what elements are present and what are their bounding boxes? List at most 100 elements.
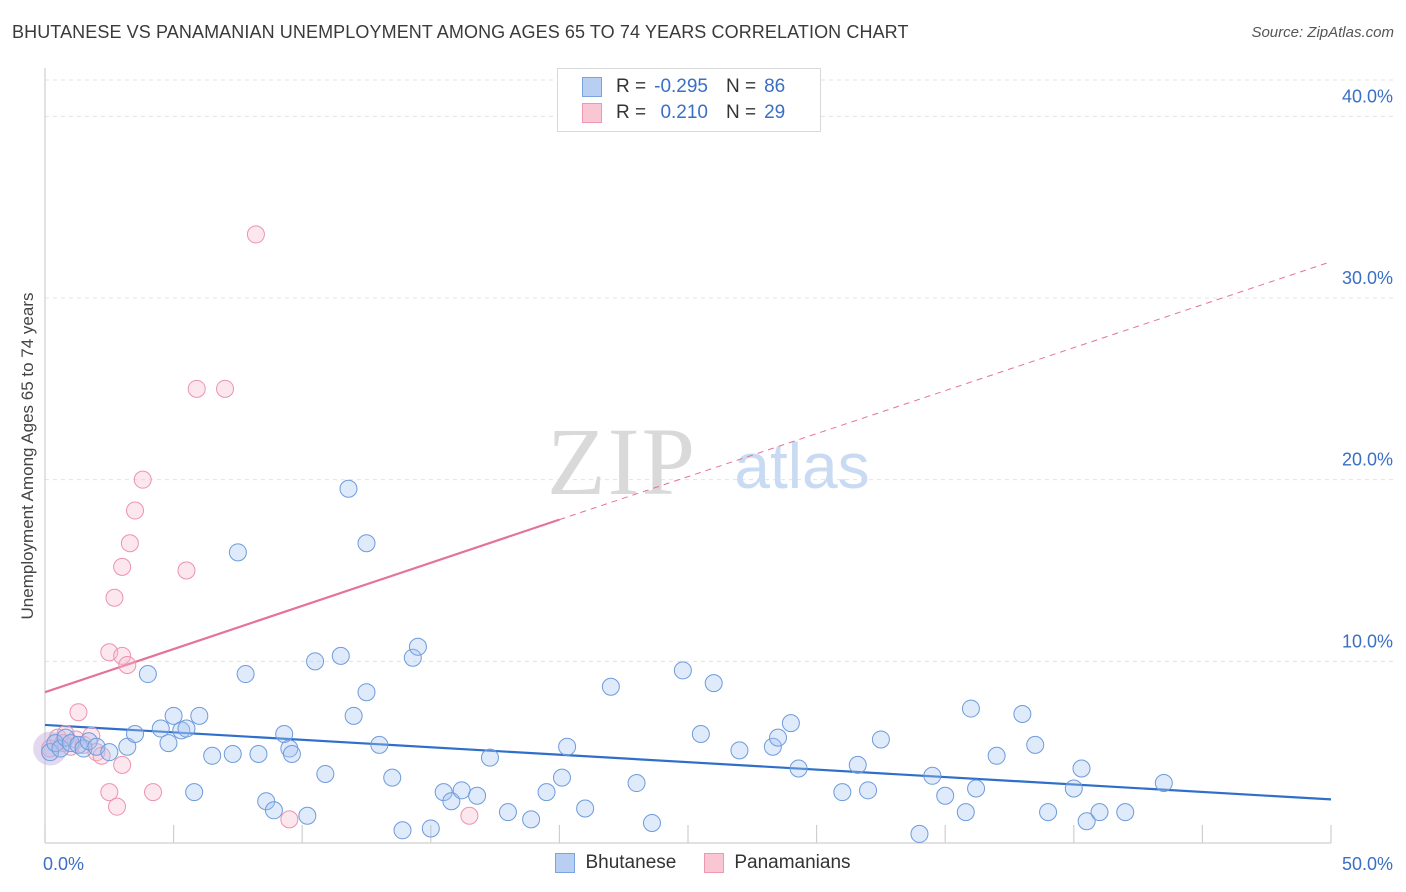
legend-n-value-bhutanese: 86: [764, 76, 786, 97]
bhutanese-point: [848, 755, 867, 774]
bhutanese-point: [339, 479, 358, 498]
bhutanese-point: [316, 764, 335, 783]
legend-row-bhutanese: R = -0.295 N = 86: [582, 75, 785, 99]
panamanians-point: [105, 588, 124, 607]
bhutanese-point: [1077, 812, 1096, 831]
panamanians-point: [460, 806, 479, 825]
bhutanese-point: [344, 706, 363, 725]
bhutanese-point: [537, 783, 556, 802]
bhutanese-point: [480, 748, 499, 767]
bhutanese-point: [601, 677, 620, 696]
bhutanese-point: [871, 730, 890, 749]
bhutanese-point: [859, 781, 878, 800]
source-label: Source: ZipAtlas.com: [1251, 24, 1394, 41]
bhutanese-point: [673, 661, 692, 680]
bhutanese-point: [228, 543, 247, 562]
bhutanese-point: [331, 646, 350, 665]
legend-n-value-panamanians: 29: [764, 102, 786, 123]
gridlines: [45, 79, 1395, 662]
bhutanese-point: [126, 725, 145, 743]
legend-r-label: R =: [616, 102, 647, 123]
bhutanese-point: [282, 744, 301, 763]
bhutanese-point: [298, 806, 317, 825]
bhutanese-point: [956, 803, 975, 822]
bhutanese-point: [138, 665, 157, 684]
panamanians-point: [108, 797, 127, 816]
bhutanese-point: [236, 665, 255, 684]
bhutanese-point: [357, 683, 376, 702]
bhutanese-point: [1064, 779, 1083, 798]
bhutanese-point: [100, 743, 119, 762]
bhutanese-point: [357, 534, 376, 553]
panamanians-point: [177, 561, 196, 580]
bhutanese-point: [69, 735, 88, 754]
legend-swatch-bhutanese: [555, 853, 576, 873]
bhutanese-point: [967, 779, 986, 798]
panamanians-point: [100, 783, 119, 802]
bhutanese-point: [190, 706, 209, 725]
tick-labels: 10.0% 20.0% 30.0% 40.0% 0.0% 50.0%: [43, 86, 1393, 874]
bhutanese-point: [1039, 803, 1058, 822]
bhutanese-point: [223, 744, 242, 763]
bhutanese-point: [159, 734, 178, 753]
legend-item-panamanians[interactable]: Panamanians: [704, 852, 851, 874]
bhutanese-point: [370, 735, 389, 754]
x-tick-label: 50.0%: [1342, 854, 1393, 874]
legend-n-label: N =: [726, 102, 757, 123]
bhutanese-point: [627, 774, 646, 793]
panamanians-point: [216, 379, 235, 398]
legend-label-panamanians: Panamanians: [734, 852, 851, 873]
bhutanese-point: [910, 824, 929, 843]
watermark-atlas: atlas: [734, 430, 869, 502]
y-tick-label: 30.0%: [1342, 268, 1393, 288]
panamanians-point: [126, 501, 145, 520]
bhutanese-point: [452, 781, 471, 800]
bhutanese-point: [789, 759, 808, 778]
bhutanese-point: [393, 821, 412, 840]
series-legend: Bhutanese Panamanians: [0, 852, 1406, 874]
bhutanese-point: [177, 719, 196, 738]
bhutanese-point: [961, 699, 980, 718]
bhutanese-point: [203, 746, 222, 765]
panamanians-point: [118, 655, 137, 674]
legend-swatch-panamanians: [704, 853, 725, 873]
bhutanese-point: [46, 734, 65, 753]
bhutanese-point: [558, 737, 577, 756]
bhutanese-point: [769, 728, 788, 747]
legend-row-panamanians: R = 0.210 N = 29: [582, 101, 785, 125]
bhutanese-point: [987, 746, 1006, 765]
bhutanese-point: [185, 783, 204, 802]
panamanians-trend-line: [44, 518, 560, 694]
bhutanese-point: [41, 743, 60, 762]
panamanians-point: [246, 225, 265, 244]
legend-label-bhutanese: Bhutanese: [585, 852, 677, 873]
panamanians-point: [133, 470, 152, 489]
bhutanese-point: [249, 744, 268, 763]
legend-item-bhutanese[interactable]: Bhutanese: [555, 852, 676, 874]
watermark: ZIP atlas: [547, 408, 870, 515]
bhutanese-point: [408, 637, 427, 656]
bhutanese-point: [833, 783, 852, 802]
bhutanese-point: [730, 741, 749, 760]
bhutanese-point: [763, 737, 782, 756]
bhutanese-point: [936, 786, 955, 805]
y-tick-label: 10.0%: [1342, 631, 1393, 651]
bhutanese-point: [1013, 705, 1032, 724]
panamanians-trend-extension: [559, 261, 1332, 521]
bhutanese-point: [1090, 803, 1109, 822]
watermark-zip: ZIP: [547, 408, 697, 515]
panamanians-point: [120, 534, 139, 553]
y-tick-label: 40.0%: [1342, 86, 1393, 106]
bhutanese-trend-line: [44, 723, 1332, 801]
panamanians-point: [113, 646, 132, 665]
stats-legend: R = -0.295 N = 86 R = 0.210 N = 29: [557, 68, 821, 132]
panamanians-point: [280, 810, 299, 829]
bhutanese-point: [434, 783, 453, 802]
legend-r-label: R =: [616, 76, 647, 97]
legend-r-value-panamanians: 0.210: [660, 102, 708, 123]
bhutanese-point: [704, 674, 723, 693]
x-tick-label: 0.0%: [43, 854, 84, 874]
bhutanese-point: [781, 714, 800, 733]
bhutanese-point: [275, 725, 294, 743]
